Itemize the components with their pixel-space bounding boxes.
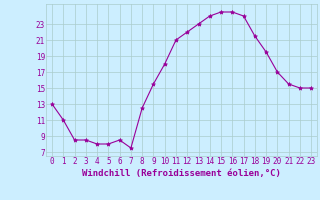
X-axis label: Windchill (Refroidissement éolien,°C): Windchill (Refroidissement éolien,°C)	[82, 169, 281, 178]
